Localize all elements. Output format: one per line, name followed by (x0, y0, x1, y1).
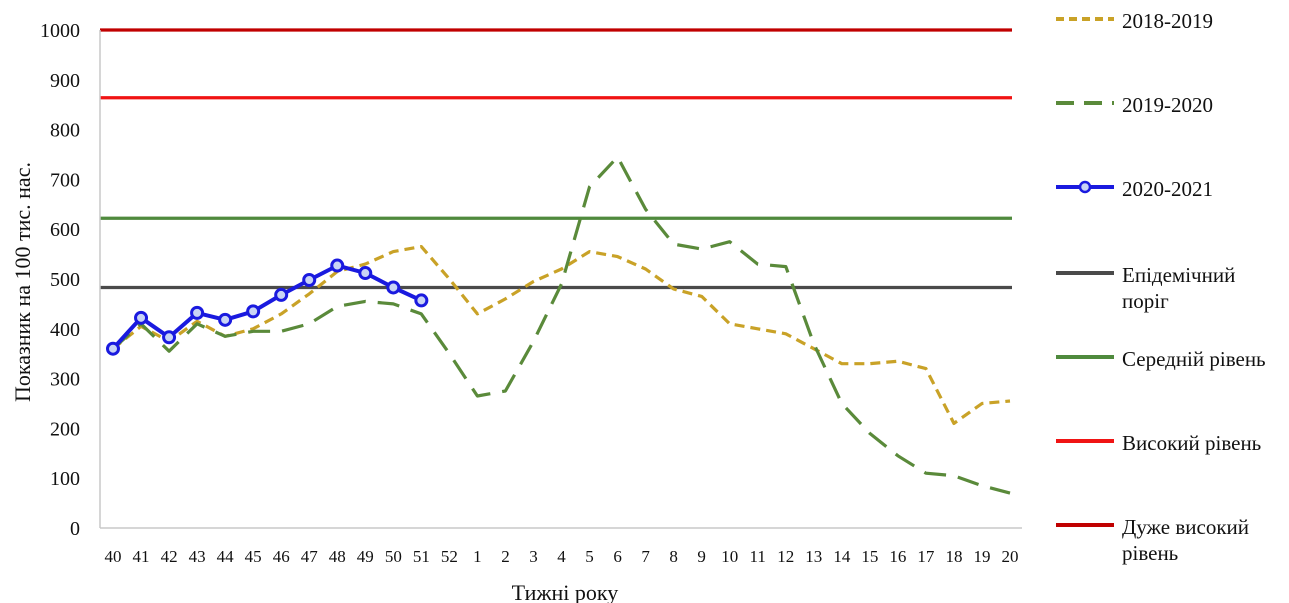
x-tick-label: 4 (557, 547, 566, 566)
series-point (220, 314, 231, 325)
legend-label: Епідемічний поріг (1122, 262, 1282, 314)
x-tick-label: 50 (385, 547, 402, 566)
x-tick-label: 18 (945, 547, 962, 566)
y-tick-label: 600 (50, 219, 80, 241)
x-tick-label: 49 (357, 547, 374, 566)
x-tick-label: 17 (917, 547, 935, 566)
series-point (416, 295, 427, 306)
series-point (332, 260, 343, 271)
legend-item-epidemic-threshold: Епідемічний поріг (1054, 262, 1282, 314)
x-tick-label: 42 (161, 547, 178, 566)
series-point (276, 289, 287, 300)
legend-label: 2018-2019 (1122, 8, 1213, 34)
series-point (164, 332, 175, 343)
x-axis-label: Тижні року (512, 580, 619, 603)
series-point (192, 307, 203, 318)
reference-lines (100, 30, 1012, 287)
legend-swatch-dashed-gold (1054, 12, 1116, 26)
legend-label: Середній рівень (1122, 346, 1282, 372)
series-point (248, 306, 259, 317)
x-tick-label: 6 (613, 547, 622, 566)
legend-label: 2020-2021 (1122, 176, 1213, 202)
x-tick-label: 19 (973, 547, 990, 566)
x-tick-label: 2 (501, 547, 510, 566)
legend-item-medium-level: Середній рівень (1054, 346, 1282, 372)
y-tick-labels: 0 100 200 300 400 500 600 700 800 900 1000 (40, 20, 80, 540)
x-tick-label: 44 (217, 547, 235, 566)
legend-item-2018-2019: 2018-2019 (1054, 8, 1213, 34)
series-layer (108, 157, 1011, 493)
series-line-2019-2020 (113, 157, 1010, 493)
y-tick-label: 200 (50, 418, 80, 440)
series-point (108, 343, 119, 354)
x-tick-label: 9 (697, 547, 706, 566)
x-tick-label: 16 (889, 547, 906, 566)
x-tick-label: 15 (861, 547, 878, 566)
x-tick-label: 14 (833, 547, 851, 566)
legend-label: Високий рівень (1122, 430, 1282, 456)
x-tick-label: 3 (529, 547, 538, 566)
x-tick-label: 48 (329, 547, 346, 566)
x-tick-label: 46 (273, 547, 290, 566)
legend-label: 2019-2020 (1122, 92, 1213, 118)
x-tick-label: 45 (245, 547, 262, 566)
x-tick-label: 12 (777, 547, 794, 566)
x-tick-label: 7 (641, 547, 650, 566)
series-point (360, 268, 371, 279)
x-tick-label: 13 (805, 547, 822, 566)
x-tick-labels: 40 41 42 43 44 45 46 47 48 49 50 51 52 1 2 3 4 5 6 7 8 9 10 11 1… (105, 547, 1019, 566)
legend-swatch-red (1054, 434, 1116, 448)
legend-swatch-dark-grey (1054, 266, 1116, 280)
legend-swatch-dashed-green (1054, 96, 1116, 110)
x-tick-label: 41 (133, 547, 150, 566)
series-line-2018-2019 (113, 247, 1010, 424)
axes (100, 30, 1022, 528)
series-point (388, 282, 399, 293)
x-tick-label: 40 (105, 547, 122, 566)
y-tick-label: 800 (50, 120, 80, 142)
x-tick-label: 43 (189, 547, 206, 566)
legend-item-high-level: Високий рівень (1054, 430, 1282, 456)
y-tick-label: 500 (50, 269, 80, 291)
legend-swatch-dark-red (1054, 518, 1116, 532)
legend-label: Дуже високий рівень (1122, 514, 1282, 566)
y-tick-label: 300 (50, 369, 80, 391)
y-tick-label: 400 (50, 319, 80, 341)
legend: 2018-2019 2019-2020 2020-2021 Епідемічни… (1054, 0, 1289, 603)
legend-item-very-high-level: Дуже високий рівень (1054, 514, 1282, 566)
legend-item-2019-2020: 2019-2020 (1054, 92, 1213, 118)
x-tick-label: 20 (1002, 547, 1019, 566)
x-tick-label: 10 (721, 547, 738, 566)
legend-item-2020-2021: 2020-2021 (1054, 176, 1213, 202)
x-tick-label: 5 (585, 547, 594, 566)
series-point (136, 312, 147, 323)
x-tick-label: 8 (669, 547, 678, 566)
series-point (304, 274, 315, 285)
x-tick-label: 52 (441, 547, 458, 566)
x-tick-label: 1 (473, 547, 482, 566)
y-tick-label: 100 (50, 468, 80, 490)
legend-swatch-green (1054, 350, 1116, 364)
y-tick-label: 0 (70, 518, 80, 540)
x-tick-label: 11 (750, 547, 766, 566)
y-tick-label: 900 (50, 70, 80, 92)
legend-swatch-solid-blue-marker (1054, 180, 1116, 194)
x-tick-label: 51 (413, 547, 430, 566)
y-tick-label: 1000 (40, 20, 80, 42)
x-tick-label: 47 (301, 547, 319, 566)
y-tick-label: 700 (50, 169, 80, 191)
y-axis-label: Показник на 100 тис. нас. (10, 162, 35, 402)
